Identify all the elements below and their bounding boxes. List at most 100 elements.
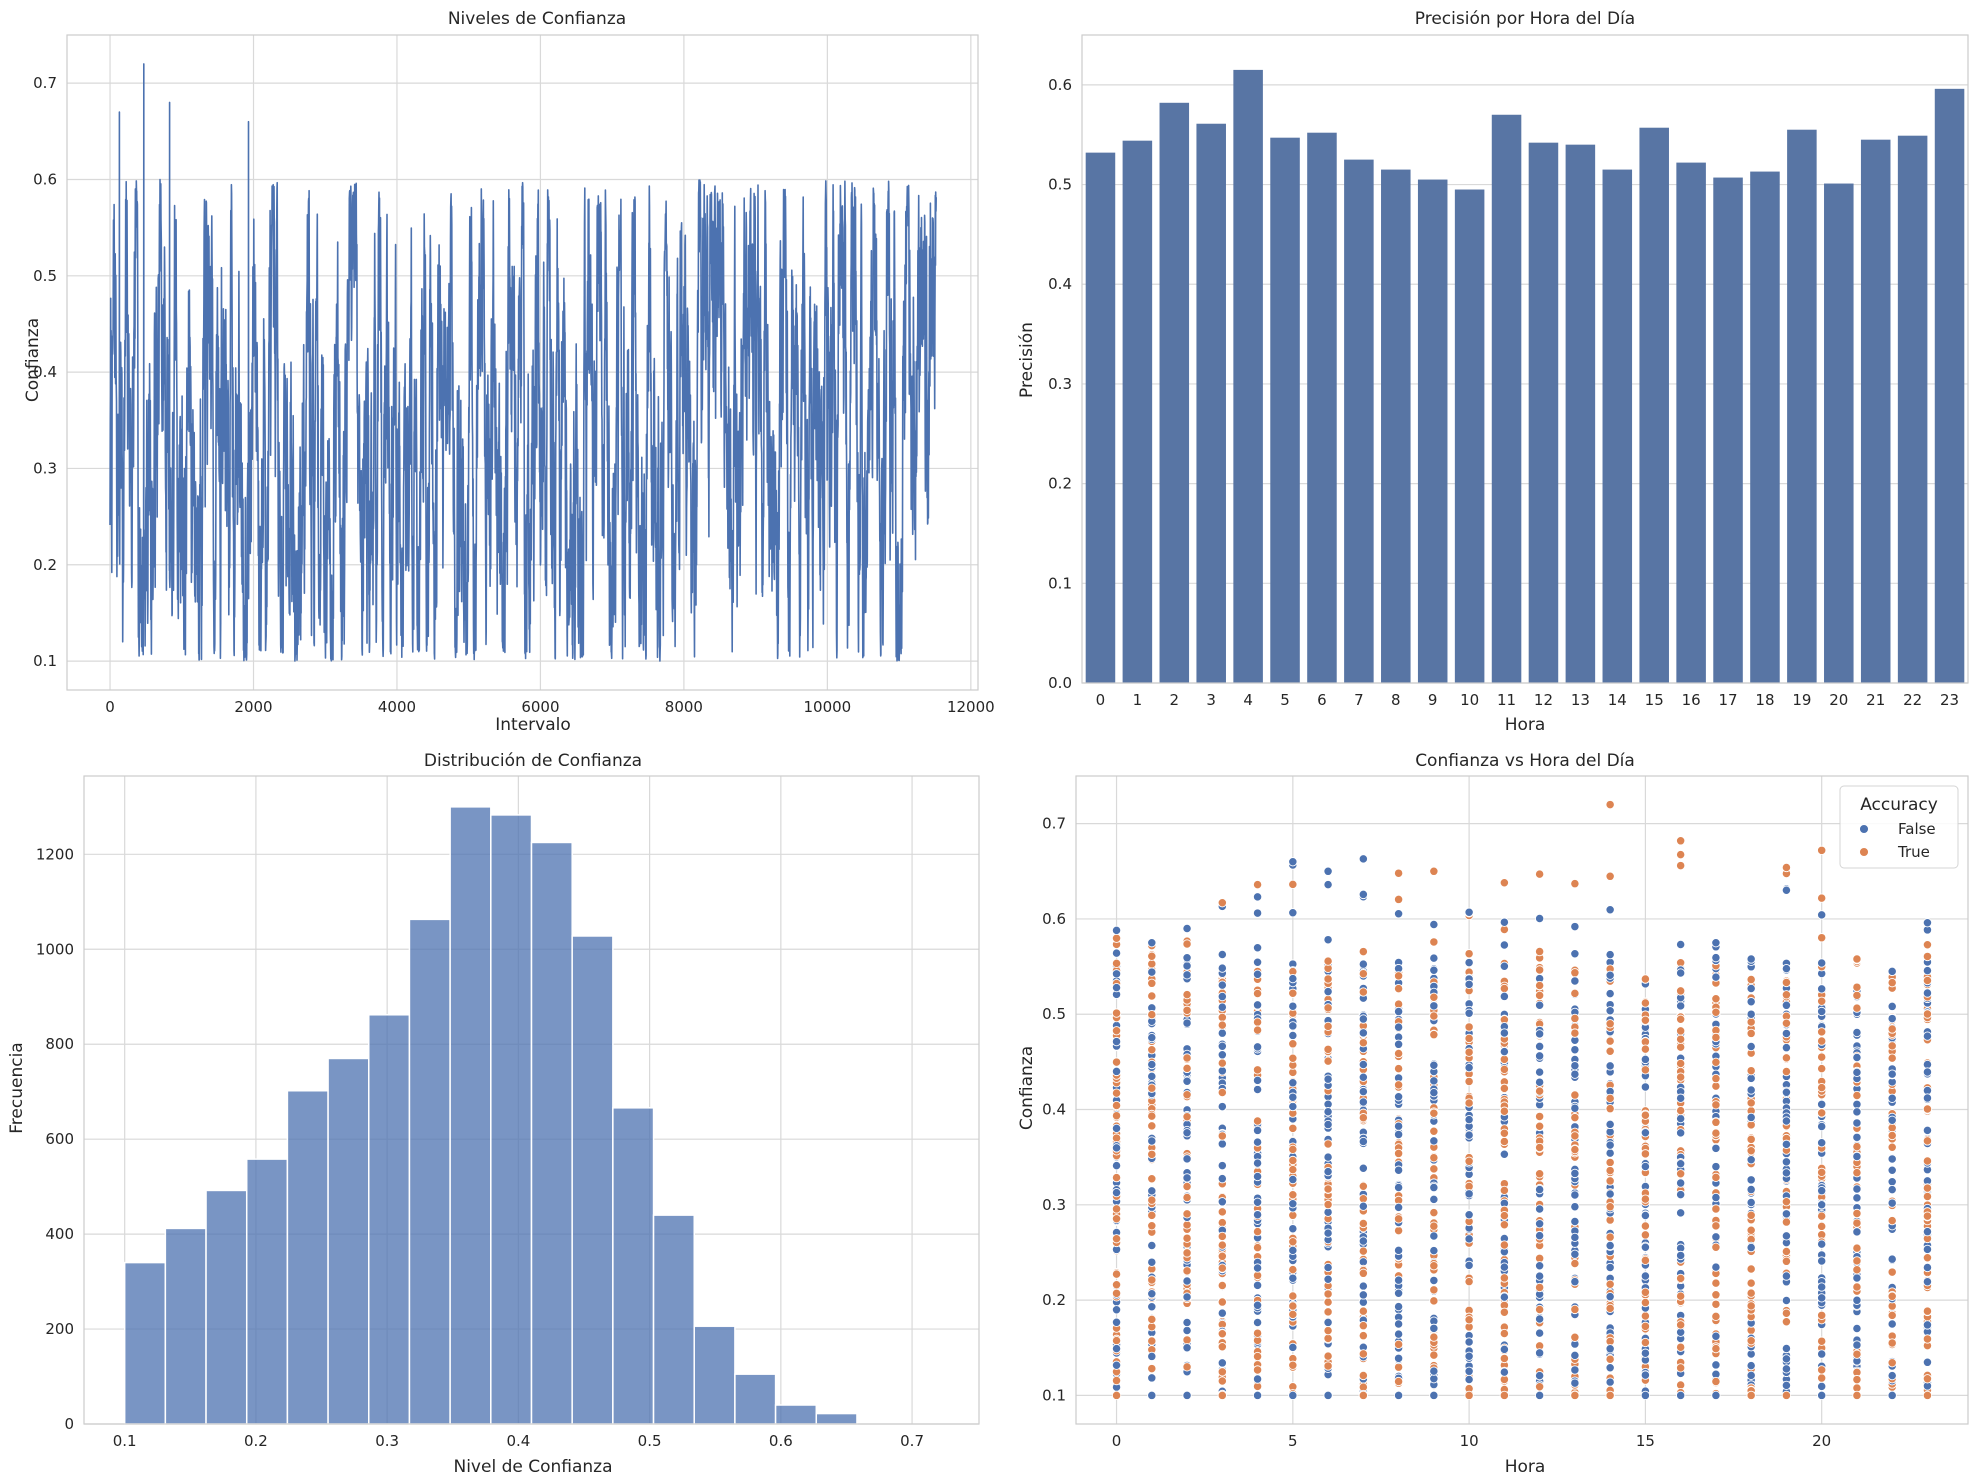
scatter-point bbox=[1182, 1112, 1192, 1122]
scatter-point bbox=[1640, 1054, 1651, 1065]
scatter-point bbox=[1711, 938, 1721, 948]
scatter-point bbox=[1252, 1226, 1263, 1237]
scatter-point bbox=[1323, 974, 1333, 984]
scatter-point bbox=[1252, 1025, 1263, 1035]
scatter-point bbox=[1746, 1242, 1756, 1253]
x-tick-label: 6 bbox=[1317, 691, 1327, 709]
scatter-point bbox=[1605, 1148, 1615, 1158]
scatter-point bbox=[1111, 1269, 1122, 1279]
scatter-point bbox=[1358, 1181, 1368, 1191]
scatter-point bbox=[1852, 1390, 1862, 1401]
scatter-point bbox=[1429, 1374, 1439, 1384]
scatter-point bbox=[1852, 1151, 1862, 1162]
scatter-point bbox=[1570, 1365, 1580, 1375]
scatter-point bbox=[1534, 869, 1545, 879]
y-axis-label: Confianza bbox=[23, 318, 43, 402]
x-tick-label: 0 bbox=[105, 698, 115, 716]
scatter-point bbox=[1358, 1246, 1368, 1256]
scatter-point bbox=[1217, 1308, 1227, 1318]
scatter-point bbox=[1676, 1159, 1686, 1169]
legend-entry-label: True bbox=[1897, 843, 1930, 861]
scatter-point bbox=[1217, 963, 1227, 973]
scatter-point bbox=[1393, 1339, 1404, 1350]
scatter-point bbox=[1746, 1390, 1756, 1401]
legend-title: Accuracy bbox=[1860, 795, 1938, 815]
scatter-point bbox=[1323, 1307, 1333, 1317]
scatter-point bbox=[1570, 1216, 1580, 1227]
scatter-point bbox=[1746, 1028, 1756, 1039]
scatter-point bbox=[1852, 1273, 1862, 1283]
scatter-point bbox=[1182, 1090, 1192, 1100]
scatter-point bbox=[1640, 1370, 1651, 1380]
scatter-point bbox=[1393, 1390, 1404, 1401]
x-tick-label: 2 bbox=[1170, 691, 1180, 709]
bar bbox=[1307, 132, 1337, 683]
scatter-point bbox=[1429, 1275, 1439, 1286]
scatter-point bbox=[1217, 1131, 1227, 1141]
scatter-point bbox=[1534, 965, 1545, 975]
scatter-point bbox=[1288, 1123, 1298, 1133]
scatter-point bbox=[1323, 1289, 1333, 1299]
scatter-point bbox=[1147, 1302, 1157, 1312]
scatter-point bbox=[1640, 1194, 1651, 1204]
scatter-point bbox=[1252, 1390, 1263, 1401]
x-tick-label: 22 bbox=[1903, 691, 1922, 709]
scatter-point bbox=[1464, 1234, 1474, 1244]
scatter-point bbox=[1676, 1128, 1686, 1138]
x-axis-label: Hora bbox=[1505, 715, 1546, 735]
y-tick-label: 0.3 bbox=[33, 459, 57, 477]
scatter-point bbox=[1711, 1117, 1721, 1127]
scatter-point bbox=[1499, 1220, 1510, 1230]
scatter-point bbox=[1217, 1367, 1227, 1377]
x-tick-label: 20 bbox=[1812, 1432, 1831, 1450]
scatter-point bbox=[1570, 1202, 1580, 1212]
scatter-point bbox=[1288, 1092, 1298, 1102]
y-tick-label: 0.1 bbox=[1048, 574, 1072, 592]
scatter-point bbox=[1676, 860, 1686, 871]
scatter-point bbox=[1746, 983, 1756, 994]
scatter-point bbox=[1746, 1146, 1756, 1156]
x-tick-label: 6000 bbox=[521, 698, 559, 716]
scatter-point bbox=[1252, 1374, 1263, 1384]
y-tick-label: 0.5 bbox=[1048, 176, 1072, 194]
scatter-point bbox=[1288, 1053, 1298, 1063]
scatter-point bbox=[1393, 1080, 1404, 1090]
scatter-point bbox=[1393, 1353, 1404, 1363]
scatter-point bbox=[1147, 1121, 1157, 1131]
series-line bbox=[109, 63, 937, 662]
chart-title: Distribución de Confianza bbox=[424, 751, 642, 771]
scatter-point bbox=[1499, 1273, 1510, 1283]
scatter-point bbox=[1570, 976, 1580, 986]
scatter-point bbox=[1252, 1137, 1263, 1147]
scatter-point bbox=[1393, 1129, 1404, 1140]
scatter-point bbox=[1605, 1262, 1615, 1273]
scatter-point bbox=[1640, 1271, 1651, 1281]
scatter-point bbox=[1499, 1353, 1510, 1364]
scatter-point bbox=[1817, 1167, 1827, 1178]
scatter-point bbox=[1323, 1119, 1333, 1130]
scatter-point bbox=[1711, 1360, 1721, 1370]
bar bbox=[1639, 127, 1669, 683]
scatter-point bbox=[1393, 1092, 1404, 1102]
scatter-point bbox=[1499, 878, 1510, 888]
scatter-point bbox=[1711, 1007, 1721, 1017]
scatter-point bbox=[1711, 972, 1721, 982]
scatter-point bbox=[1323, 1228, 1333, 1238]
scatter-point bbox=[1534, 1169, 1545, 1179]
scatter-point bbox=[1570, 1013, 1580, 1024]
x-tick-label: 19 bbox=[1792, 691, 1811, 709]
scatter-point bbox=[1922, 1244, 1933, 1254]
scatter-point bbox=[1499, 991, 1510, 1002]
scatter-point bbox=[1111, 1111, 1122, 1121]
scatter-point bbox=[1817, 1211, 1827, 1221]
scatter-point bbox=[1781, 1116, 1792, 1126]
scatter-point bbox=[1781, 1053, 1792, 1063]
scatter-point bbox=[1640, 1311, 1651, 1321]
scatter-point bbox=[1922, 1156, 1933, 1166]
scatter-point bbox=[1711, 1057, 1721, 1067]
scatter-point bbox=[1217, 1101, 1227, 1112]
scatter-point bbox=[1922, 1277, 1933, 1287]
scatter-point bbox=[1605, 1036, 1615, 1046]
scatter-point bbox=[1252, 1158, 1263, 1168]
scatter-point bbox=[1393, 971, 1404, 981]
